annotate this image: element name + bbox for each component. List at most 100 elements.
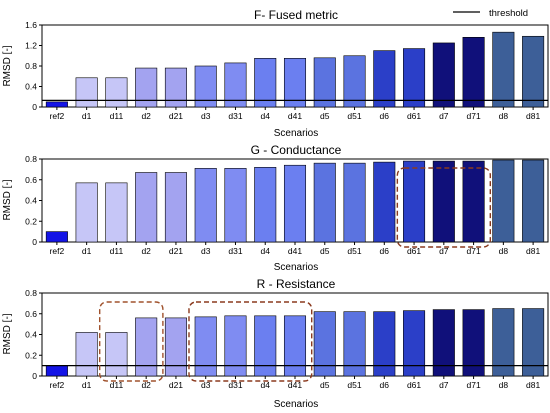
x-tick-label: d5 bbox=[320, 380, 330, 390]
bar-d11 bbox=[105, 182, 128, 243]
bar-d2 bbox=[135, 67, 158, 108]
bar-d51 bbox=[343, 162, 366, 243]
y-tick-label: 0.4 bbox=[25, 196, 37, 206]
x-tick-label: d31 bbox=[228, 111, 242, 121]
bar-d8 bbox=[492, 31, 515, 108]
x-tick-label: ref2 bbox=[50, 246, 65, 256]
x-tick-label: d7 bbox=[439, 246, 449, 256]
highlight-box bbox=[396, 167, 492, 248]
x-tick-label: d51 bbox=[347, 246, 361, 256]
bar-d5 bbox=[313, 311, 336, 377]
x-tick-label: d4 bbox=[261, 246, 271, 256]
bar-d3 bbox=[194, 168, 217, 243]
y-tick-label: 0 bbox=[32, 102, 37, 112]
y-tick-label: 0.2 bbox=[25, 350, 37, 360]
x-tick-label: d2 bbox=[141, 380, 151, 390]
y-tick-label: 0 bbox=[32, 371, 37, 381]
bar-d11 bbox=[105, 332, 128, 377]
y-tick-label: 0.8 bbox=[25, 154, 37, 164]
x-tick-label: d3 bbox=[201, 246, 211, 256]
panel-resistance: R - Resistance RMSD [-] Scenarios 0 0.2 0.… bbox=[2, 277, 549, 410]
bar-d1 bbox=[75, 332, 98, 377]
x-tick-label: d61 bbox=[407, 246, 421, 256]
y-axis-label: RMSD [-] bbox=[2, 45, 13, 86]
x-tick-label: d21 bbox=[169, 111, 183, 121]
x-tick-label: d2 bbox=[141, 111, 151, 121]
x-tick-label: d3 bbox=[201, 380, 211, 390]
x-tick-label: d41 bbox=[288, 246, 302, 256]
x-tick-label: d1 bbox=[82, 380, 92, 390]
y-tick-label: 0.8 bbox=[25, 288, 37, 298]
bar-d2 bbox=[135, 317, 158, 377]
bar-d3 bbox=[194, 316, 217, 377]
x-tick-label: d1 bbox=[82, 246, 92, 256]
bar-d51 bbox=[343, 55, 366, 108]
x-tick-label: d4 bbox=[261, 111, 271, 121]
x-tick-label: d8 bbox=[499, 380, 509, 390]
bar-d51 bbox=[343, 311, 366, 377]
x-tick-label: ref2 bbox=[50, 111, 65, 121]
bar-d41 bbox=[283, 58, 307, 108]
bar-d71 bbox=[462, 160, 485, 243]
y-axis-label: RMSD [-] bbox=[2, 179, 13, 220]
x-tick-label: d71 bbox=[466, 111, 480, 121]
highlight-box bbox=[98, 301, 164, 382]
x-tick-label: d8 bbox=[499, 111, 509, 121]
x-tick-label: d41 bbox=[288, 380, 302, 390]
bar-d4 bbox=[254, 315, 277, 377]
bar-d5 bbox=[313, 57, 336, 108]
x-tick-label: d41 bbox=[288, 111, 302, 121]
x-tick-label: d5 bbox=[320, 111, 330, 121]
bar-d31 bbox=[224, 315, 247, 377]
x-tick-label: d81 bbox=[526, 111, 540, 121]
panel-title: F- Fused metric bbox=[254, 8, 338, 22]
panel-title: G - Conductance bbox=[251, 143, 342, 157]
panel-title: R - Resistance bbox=[257, 277, 336, 291]
x-tick-label: d51 bbox=[347, 380, 361, 390]
bar-d71 bbox=[462, 36, 485, 108]
y-tick-label: 1.2 bbox=[25, 41, 37, 51]
bar-d81 bbox=[522, 35, 545, 108]
bar-ref2 bbox=[45, 231, 68, 243]
x-tick-label: d1 bbox=[82, 111, 92, 121]
x-tick-label: d3 bbox=[201, 111, 211, 121]
x-tick-label: d21 bbox=[169, 380, 183, 390]
bar-d21 bbox=[164, 317, 187, 377]
legend: threshold bbox=[453, 8, 528, 19]
x-tick-label: d21 bbox=[169, 246, 183, 256]
panel-conductance: G - Conductance RMSD [-] Scenarios 0 0.2 0… bbox=[2, 143, 549, 273]
x-tick-label: d11 bbox=[110, 111, 124, 121]
bar-d11 bbox=[105, 77, 128, 108]
x-tick-label: d7 bbox=[439, 111, 449, 121]
x-tick-label: d61 bbox=[407, 380, 421, 390]
x-axis-label: Scenarios bbox=[274, 128, 318, 139]
panel-fused-metric: F- Fused metric RMSD [-] Scenarios 0 0.4 0… bbox=[2, 8, 549, 139]
x-tick-label: d61 bbox=[407, 111, 421, 121]
x-tick-label: d81 bbox=[526, 246, 540, 256]
bar-d8 bbox=[492, 159, 515, 243]
x-tick-label: d31 bbox=[228, 380, 242, 390]
legend-threshold-label: threshold bbox=[489, 8, 528, 19]
bar-d2 bbox=[135, 172, 158, 243]
bar-d21 bbox=[164, 67, 187, 108]
x-tick-label: d11 bbox=[110, 380, 124, 390]
bar-d31 bbox=[224, 168, 247, 243]
x-tick-label: d6 bbox=[380, 246, 390, 256]
bar-d7 bbox=[432, 42, 455, 108]
x-tick-label: d2 bbox=[141, 246, 151, 256]
x-tick-label: d71 bbox=[466, 380, 480, 390]
bar-d1 bbox=[75, 182, 98, 243]
bar-d21 bbox=[164, 172, 187, 243]
x-tick-label: d4 bbox=[261, 380, 271, 390]
x-tick-label: d7 bbox=[439, 380, 449, 390]
y-tick-label: 0.6 bbox=[25, 309, 37, 319]
bar-ref2 bbox=[45, 365, 68, 377]
y-tick-label: 0.8 bbox=[25, 61, 37, 71]
bar-d81 bbox=[522, 159, 545, 243]
y-tick-label: 0.2 bbox=[25, 216, 37, 226]
bar-d6 bbox=[373, 311, 396, 377]
bar-d41 bbox=[283, 164, 307, 243]
bar-d4 bbox=[254, 167, 277, 243]
bar-d1 bbox=[75, 77, 98, 108]
